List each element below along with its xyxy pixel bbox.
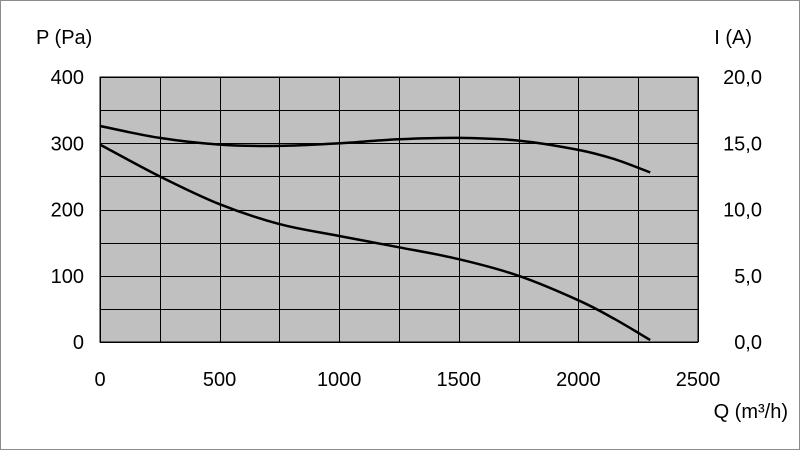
y-left-tick-label: 400 [51, 67, 84, 89]
x-tick-label: 2000 [556, 369, 601, 391]
y-right-tick-label: 10,0 [723, 200, 762, 222]
x-tick-label: 2500 [676, 369, 721, 391]
series-lines [99, 124, 651, 342]
y-right-tick-label: 20,0 [723, 67, 762, 89]
y-left-axis-title: P (Pa) [36, 27, 92, 49]
y-left-tick-label: 0 [73, 332, 84, 354]
y-right-tick-label: 0,0 [734, 332, 762, 354]
x-axis-title: Q (m³/h) [714, 401, 788, 423]
x-tick-label: 500 [203, 369, 236, 391]
y-left-tick-label: 200 [51, 200, 84, 222]
y-right-axis-title: I (A) [714, 27, 752, 49]
y-left-tick-label: 100 [51, 266, 84, 288]
x-tick-label: 1000 [317, 369, 362, 391]
pressure-curve [99, 143, 651, 342]
x-tick-label: 0 [94, 369, 105, 391]
x-tick-label: 1500 [437, 369, 482, 391]
current-curve [99, 124, 651, 174]
y-right-tick-label: 5,0 [734, 266, 762, 288]
plot-border [99, 76, 699, 343]
y-right-tick-label: 15,0 [723, 133, 762, 155]
y-left-tick-label: 300 [51, 133, 84, 155]
tick-labels: 0 500 1000 1500 2000 2500 0 100 200 300 400 0,0 5,0 1… [51, 67, 762, 391]
